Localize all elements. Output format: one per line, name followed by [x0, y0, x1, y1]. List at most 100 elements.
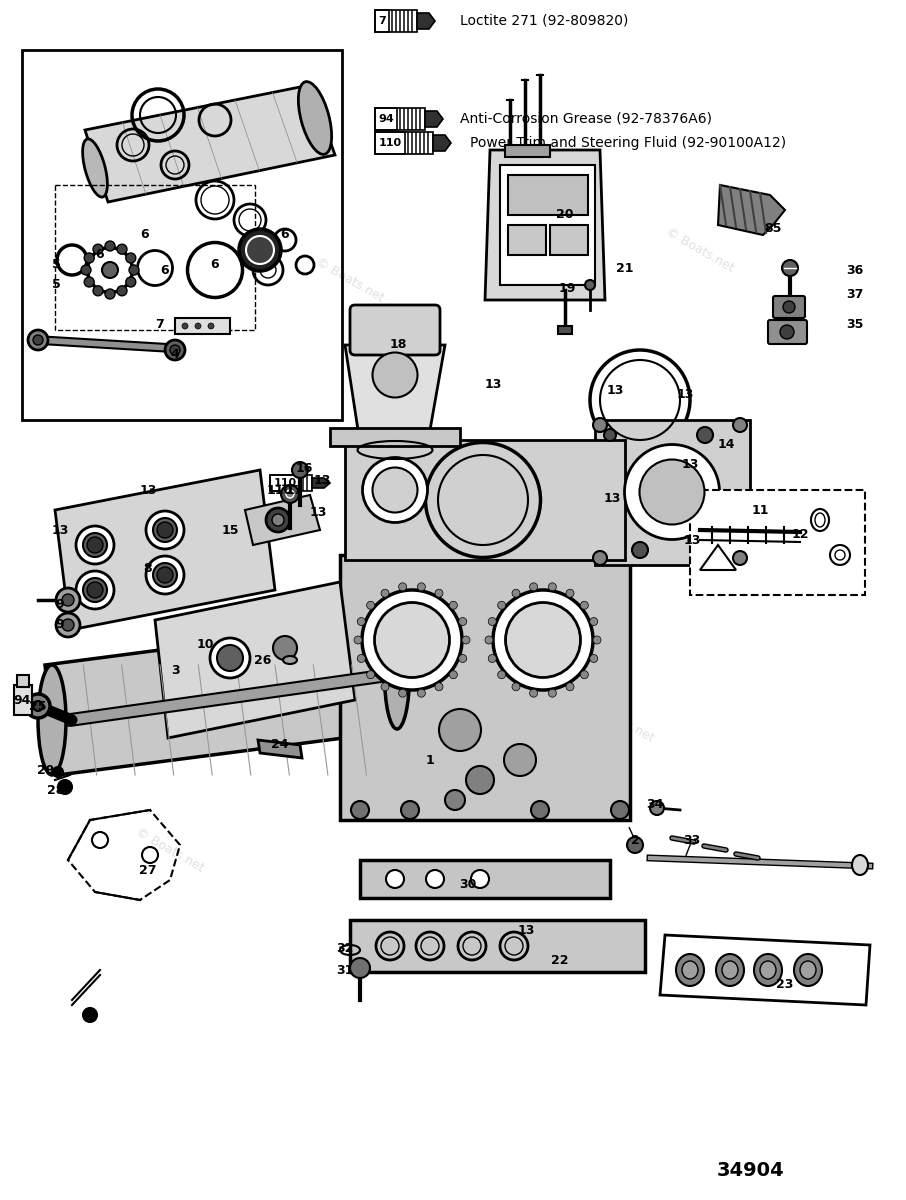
Ellipse shape [640, 460, 705, 524]
Text: 6: 6 [96, 248, 104, 262]
Circle shape [632, 542, 648, 558]
Text: 31: 31 [336, 964, 353, 977]
Circle shape [381, 589, 389, 598]
Ellipse shape [83, 533, 107, 557]
Circle shape [26, 694, 50, 718]
Circle shape [418, 583, 426, 590]
Bar [391, 10, 393, 32]
Circle shape [593, 636, 601, 644]
Bar [419, 108, 421, 130]
Bar [399, 132, 401, 154]
Bar [17, 674, 29, 686]
Circle shape [458, 618, 467, 625]
Bar [375, 108, 377, 130]
Bar [387, 10, 389, 32]
Bar [278, 475, 280, 491]
Circle shape [590, 618, 598, 625]
Circle shape [449, 671, 458, 679]
Circle shape [485, 636, 493, 644]
Text: 8: 8 [144, 562, 152, 575]
Polygon shape [345, 346, 445, 430]
Polygon shape [155, 582, 355, 738]
Circle shape [126, 277, 136, 287]
Circle shape [182, 323, 188, 329]
Circle shape [33, 335, 43, 346]
Circle shape [435, 683, 443, 691]
Bar [411, 10, 413, 32]
Text: 6: 6 [211, 258, 219, 271]
Text: 25: 25 [29, 701, 47, 714]
Bar [383, 10, 385, 32]
Bar [345, 440, 625, 560]
Bar [175, 318, 230, 334]
Bar [391, 108, 393, 130]
Bar [379, 132, 381, 154]
Text: 13: 13 [309, 505, 327, 518]
Text: 94: 94 [14, 694, 31, 707]
Circle shape [84, 277, 94, 287]
Ellipse shape [217, 646, 243, 671]
Bar [286, 475, 288, 491]
Circle shape [62, 619, 74, 631]
Text: 6: 6 [160, 264, 169, 276]
Circle shape [84, 253, 94, 263]
Text: Power Trim and Steering Fluid (92-90100A12): Power Trim and Steering Fluid (92-90100A… [470, 136, 786, 150]
Text: 13: 13 [485, 378, 502, 391]
Circle shape [548, 689, 556, 697]
Ellipse shape [210, 638, 250, 678]
Text: 110: 110 [267, 484, 294, 497]
Ellipse shape [38, 665, 66, 775]
Circle shape [581, 601, 588, 610]
Text: 13: 13 [52, 523, 69, 536]
Circle shape [399, 689, 407, 697]
Polygon shape [718, 185, 785, 235]
Ellipse shape [76, 526, 114, 564]
Circle shape [733, 418, 747, 432]
Bar [508, 175, 588, 215]
Circle shape [530, 689, 537, 697]
Text: Anti-Corrosion Grease (92-78376A6): Anti-Corrosion Grease (92-78376A6) [460, 112, 712, 126]
Circle shape [28, 330, 48, 350]
Bar [419, 132, 421, 154]
Ellipse shape [760, 961, 776, 979]
Circle shape [399, 583, 407, 590]
Polygon shape [45, 620, 405, 775]
Ellipse shape [426, 870, 444, 888]
Bar [403, 10, 405, 32]
Text: 11: 11 [751, 504, 769, 516]
Circle shape [273, 636, 297, 660]
Circle shape [780, 325, 794, 338]
Ellipse shape [852, 854, 868, 875]
Polygon shape [425, 110, 443, 127]
Bar [407, 10, 409, 32]
Bar [375, 10, 417, 32]
Bar [407, 132, 409, 154]
Circle shape [81, 265, 91, 275]
Bar [379, 10, 381, 32]
Ellipse shape [298, 82, 332, 155]
Circle shape [195, 323, 201, 329]
Circle shape [497, 671, 506, 679]
Ellipse shape [471, 870, 489, 888]
Circle shape [783, 301, 795, 313]
Ellipse shape [88, 247, 132, 293]
Ellipse shape [153, 563, 177, 587]
Text: 4: 4 [170, 348, 179, 361]
Circle shape [590, 654, 598, 662]
Circle shape [117, 245, 127, 254]
Polygon shape [485, 150, 605, 300]
Polygon shape [85, 85, 335, 202]
Text: 34: 34 [646, 798, 664, 811]
Ellipse shape [624, 444, 719, 540]
Circle shape [102, 262, 118, 278]
Text: 24: 24 [271, 738, 289, 751]
Text: 5: 5 [52, 278, 61, 292]
Circle shape [488, 618, 496, 625]
Circle shape [157, 566, 173, 583]
Circle shape [266, 508, 290, 532]
Circle shape [93, 245, 103, 254]
Circle shape [627, 838, 643, 853]
Ellipse shape [439, 709, 481, 751]
Text: © Boats.net: © Boats.net [134, 826, 207, 875]
Ellipse shape [246, 236, 274, 264]
